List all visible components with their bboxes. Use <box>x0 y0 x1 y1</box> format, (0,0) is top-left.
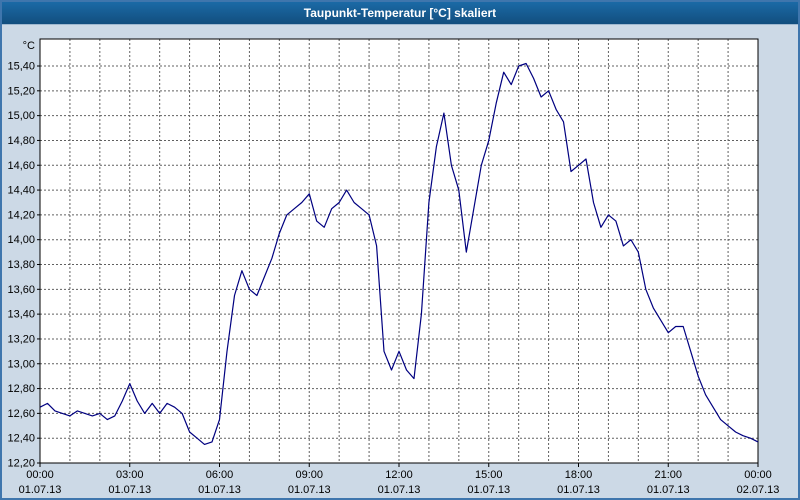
chart-body: 15,40 15,20 15,00 14,80 14,60 14,40 14,20 14,00… <box>2 25 798 498</box>
y-tick-label: 12,60 <box>7 408 35 420</box>
y-tick-label: 15,00 <box>7 110 35 122</box>
x-date-label: 01.07.13 <box>557 484 600 496</box>
y-tick-label: 13,80 <box>7 259 35 271</box>
x-date-label: 01.07.13 <box>378 484 421 496</box>
y-tick-label: 15,20 <box>7 85 35 97</box>
x-date-label: 01.07.13 <box>467 484 510 496</box>
x-date-label: 01.07.13 <box>108 484 151 496</box>
y-axis-unit-label: °C <box>23 40 35 52</box>
chart-title: Taupunkt-Temperatur [°C] skaliert <box>303 6 497 20</box>
series-line <box>39 62 759 445</box>
x-tick-label: 09:00 <box>295 469 323 481</box>
y-tick-label: 12,40 <box>7 433 35 445</box>
y-tick-label: 13,40 <box>7 309 35 321</box>
x-tick-label: 03:00 <box>116 469 144 481</box>
x-date-label: 01.07.13 <box>288 484 331 496</box>
x-date-label: 01.07.13 <box>198 484 241 496</box>
chart-title-bar: Taupunkt-Temperatur [°C] skaliert <box>2 2 798 25</box>
x-tick-label: 00:00 <box>26 469 54 481</box>
y-tick-label: 12,20 <box>7 458 35 470</box>
line-chart: 15,40 15,20 15,00 14,80 14,60 14,40 14,20 14,00… <box>7 38 780 496</box>
x-tick-label: 21:00 <box>654 469 682 481</box>
y-tick-label: 12,80 <box>7 383 35 395</box>
x-tick-label: 00:00 <box>744 469 772 481</box>
x-tick-label: 06:00 <box>206 469 234 481</box>
y-tick-label: 14,60 <box>7 160 35 172</box>
y-tick-label: 13,60 <box>7 284 35 296</box>
x-tick-label: 18:00 <box>565 469 593 481</box>
x-date-label: 01.07.13 <box>647 484 690 496</box>
x-tick-label: 12:00 <box>385 469 413 481</box>
x-tick-label: 15:00 <box>475 469 503 481</box>
x-date-label: 01.07.13 <box>19 484 62 496</box>
y-tick-label: 14,40 <box>7 185 35 197</box>
y-tick-label: 15,40 <box>7 61 35 73</box>
y-tick-label: 13,00 <box>7 358 35 370</box>
y-tick-label: 14,80 <box>7 135 35 147</box>
y-tick-label: 14,00 <box>7 234 35 246</box>
y-tick-label: 13,20 <box>7 333 35 345</box>
y-tick-label: 14,20 <box>7 209 35 221</box>
x-date-label: 02.07.13 <box>737 484 780 496</box>
